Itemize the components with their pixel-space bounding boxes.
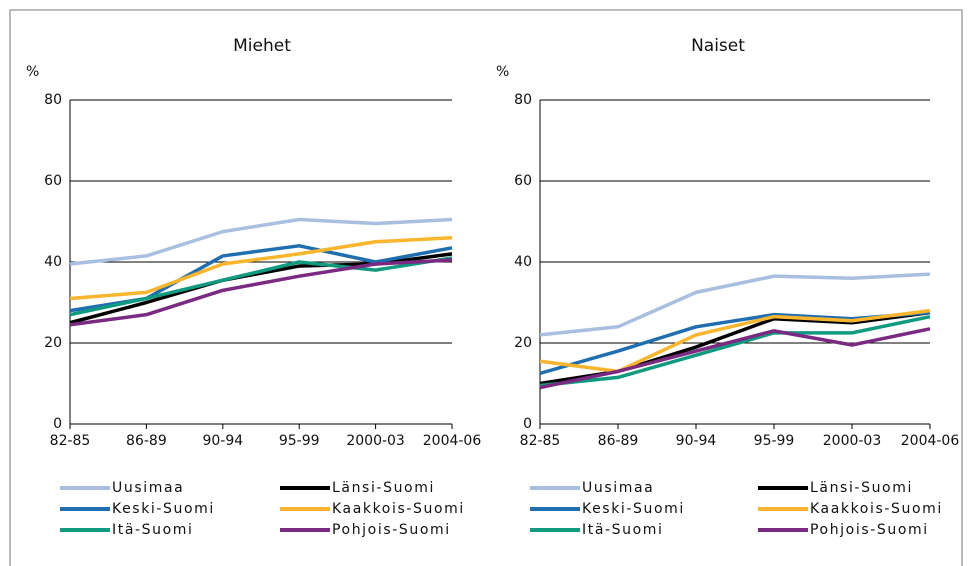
x-tick-label: 95-99: [754, 433, 795, 449]
legend-label: Uusimaa: [582, 480, 654, 496]
series-line: [539, 308, 931, 374]
chart-title: Miehet: [233, 36, 291, 56]
legend-label: Kaakkois-Suomi: [810, 501, 943, 517]
series-line: [69, 217, 453, 266]
series-line: [539, 272, 931, 337]
y-tick-label: 80: [514, 92, 532, 108]
frame: [9, 9, 963, 566]
legend-label: Keski-Suomi: [582, 501, 685, 517]
chart-title: Naiset: [691, 36, 745, 56]
x-tick-label: 2000-03: [346, 433, 405, 449]
x-tick-label: 86-89: [598, 433, 639, 449]
legend-label: Länsi-Suomi: [332, 480, 435, 496]
y-tick-label: 40: [514, 254, 532, 270]
x-tick-label: 2000-03: [823, 433, 882, 449]
y-tick-label: 80: [44, 92, 62, 108]
series-line: [69, 256, 453, 317]
x-tick-label: 90-94: [202, 433, 243, 449]
x-tick-label: 82-85: [50, 433, 91, 449]
y-tick-label: 60: [44, 173, 62, 189]
legend-label: Keski-Suomi: [112, 501, 215, 517]
x-tick-label: 2004-06: [423, 433, 482, 449]
legend-label: Kaakkois-Suomi: [332, 501, 465, 517]
x-tick-label: 95-99: [279, 433, 320, 449]
y-tick-label: 0: [523, 416, 532, 432]
y-tick-label: 60: [514, 173, 532, 189]
y-tick-label: 0: [53, 416, 62, 432]
y-axis-label: %: [496, 64, 509, 80]
legend-label: Uusimaa: [112, 480, 184, 496]
legend-label: Länsi-Suomi: [810, 480, 913, 496]
series-line: [69, 235, 453, 301]
y-tick-label: 20: [44, 335, 62, 351]
x-tick-label: 82-85: [520, 433, 561, 449]
series-line: [539, 327, 931, 390]
legend-label: Pohjois-Suomi: [332, 522, 451, 538]
legend-label: Itä-Suomi: [112, 522, 194, 538]
series-line: [539, 310, 931, 386]
x-tick-label: 86-89: [126, 433, 167, 449]
series-line: [69, 258, 453, 327]
y-tick-label: 20: [514, 335, 532, 351]
x-tick-label: 90-94: [676, 433, 717, 449]
series-line: [539, 314, 931, 388]
x-tick-label: 2004-06: [901, 433, 960, 449]
y-axis-label: %: [26, 64, 39, 80]
legend-label: Itä-Suomi: [582, 522, 664, 538]
y-tick-label: 40: [44, 254, 62, 270]
legend-label: Pohjois-Suomi: [810, 522, 929, 538]
